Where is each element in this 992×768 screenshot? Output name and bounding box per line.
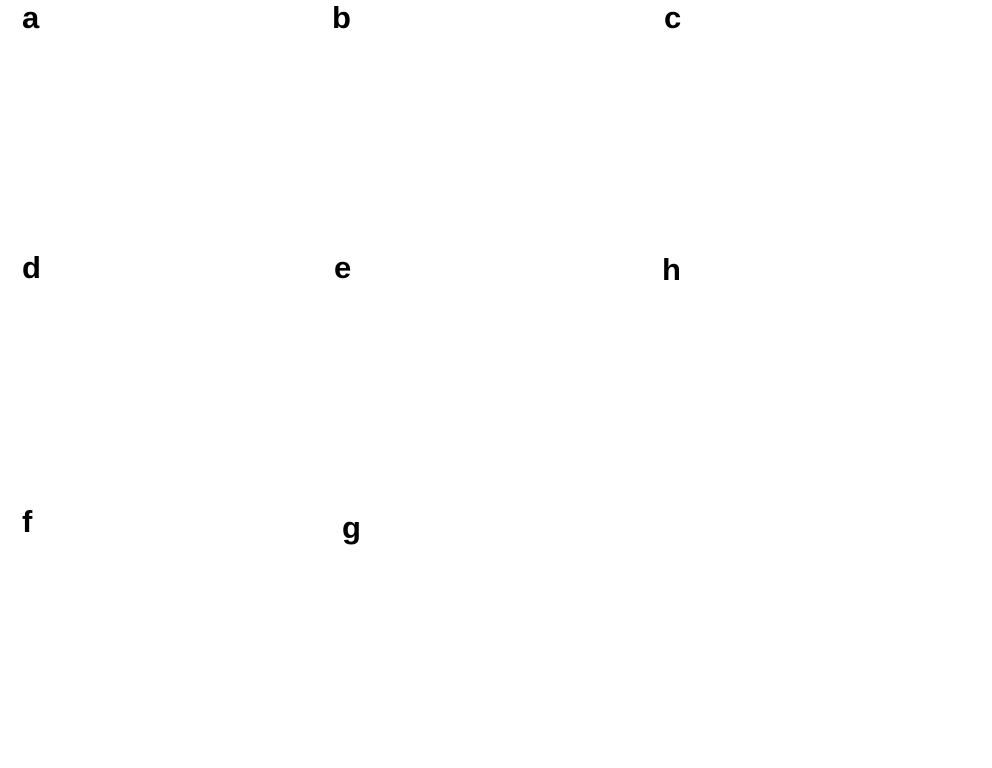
- panel-c-chart: [660, 0, 992, 252]
- panel-d-letter: d: [22, 250, 41, 285]
- panel-e-letter: e: [334, 250, 352, 285]
- panel-a-letter: a: [22, 0, 40, 35]
- panel-a-chart: [0, 0, 330, 252]
- panel-h: [660, 252, 992, 768]
- panel-b: [330, 0, 660, 252]
- panel-g-chart: [330, 510, 670, 768]
- panel-f-chart: [0, 508, 330, 768]
- panel-a: [0, 0, 330, 252]
- panel-f-letter: f: [22, 504, 33, 539]
- panel-d: [0, 250, 330, 508]
- panel-h-letter: h: [662, 252, 681, 287]
- panel-g: [330, 510, 670, 768]
- panel-g-letter: g: [342, 510, 361, 545]
- panel-c-letter: c: [664, 0, 682, 35]
- panel-e: [330, 250, 670, 510]
- panel-c: [660, 0, 992, 252]
- panel-e-chart: [330, 250, 670, 510]
- panel-b-letter: b: [332, 0, 351, 35]
- panel-f: [0, 508, 330, 768]
- panel-b-chart: [330, 0, 660, 252]
- panel-h-chart: [660, 252, 992, 768]
- panel-d-chart: [0, 250, 330, 508]
